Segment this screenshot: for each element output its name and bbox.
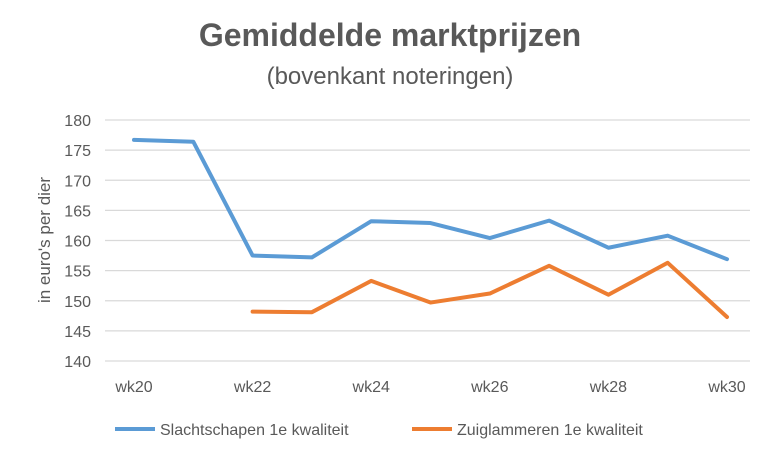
y-tick-label: 165 xyxy=(64,203,91,220)
x-tick-label: wk20 xyxy=(114,379,152,396)
y-axis-label: in euro's per dier xyxy=(35,177,54,303)
chart-title: Gemiddelde marktprijzen xyxy=(199,17,581,53)
x-tick-label: wk30 xyxy=(707,379,745,396)
y-tick-label: 155 xyxy=(64,264,91,281)
x-tick-label: wk24 xyxy=(352,379,390,396)
y-tick-label: 175 xyxy=(64,143,91,160)
y-tick-label: 170 xyxy=(64,173,91,190)
y-tick-label: 140 xyxy=(64,354,91,371)
legend-label: Zuiglammeren 1e kwaliteit xyxy=(457,422,643,439)
x-tick-label: wk22 xyxy=(233,379,271,396)
legend-label: Slachtschapen 1e kwaliteit xyxy=(160,422,349,439)
x-tick-label: wk28 xyxy=(589,379,627,396)
series-line-1 xyxy=(250,260,729,320)
y-tick-label: 150 xyxy=(64,294,91,311)
x-tick-label: wk26 xyxy=(470,379,508,396)
y-tick-label: 160 xyxy=(64,234,91,251)
chart-subtitle: (bovenkant noteringen) xyxy=(267,63,514,90)
y-tick-label: 145 xyxy=(64,324,91,341)
series-line-0 xyxy=(132,137,729,262)
y-tick-label: 180 xyxy=(64,113,91,130)
